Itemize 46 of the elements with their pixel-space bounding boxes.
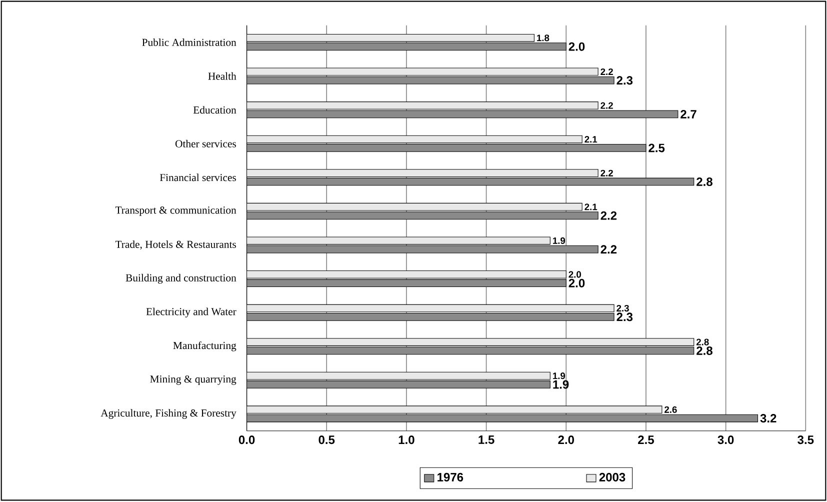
data-label: 2.2: [600, 68, 613, 76]
y-tick-label: Transport & communication: [115, 206, 236, 216]
data-label: 2.3: [616, 312, 633, 322]
data-label: 2.2: [600, 212, 617, 220]
data-label: 2.2: [600, 170, 613, 177]
x-tick-label: 1.0: [398, 436, 414, 444]
y-tick-label: Mining & quarrying: [150, 376, 236, 386]
x-tick-label: 0.0: [238, 436, 255, 444]
data-label: 3.2: [760, 414, 776, 423]
y-tick-label: Health: [208, 72, 236, 80]
x-tick-label: 2.5: [638, 436, 654, 444]
y-tick-label: Other services: [175, 140, 236, 148]
data-label: 2.7: [680, 110, 696, 119]
data-label: 2.8: [696, 338, 709, 346]
data-label: 2.8: [696, 346, 712, 356]
y-tick-label: Education: [193, 106, 236, 114]
data-label: 2.8: [696, 178, 712, 186]
x-tick-label: 3.5: [798, 436, 814, 444]
data-label: 2.5: [648, 144, 665, 152]
data-label: 2.6: [664, 406, 677, 414]
y-tick-label: Financial services: [160, 174, 236, 182]
data-label: 1.9: [553, 238, 566, 244]
data-label: 2.2: [600, 245, 617, 254]
data-label: 2.0: [568, 279, 585, 288]
data-label: 2.3: [616, 76, 633, 85]
data-label: 2.0: [568, 271, 581, 278]
data-label: 2.1: [584, 204, 598, 210]
y-tick-label: Electricity and Water: [146, 308, 236, 318]
data-label: 2.1: [584, 136, 598, 143]
y-tick-label: Building and construction: [126, 274, 236, 284]
data-label: 2.3: [616, 305, 629, 312]
legend-label: 2003: [599, 473, 626, 482]
x-tick-label: 2.0: [558, 436, 574, 444]
data-label: 2.2: [600, 102, 613, 109]
y-tick-label: Trade, Hotels & Restaurants: [115, 240, 236, 250]
x-tick-label: 3.0: [718, 436, 734, 444]
data-label: 2.0: [568, 42, 585, 52]
data-label: 1.9: [553, 372, 566, 380]
data-label: 1.8: [537, 34, 550, 42]
data-label: 1.9: [553, 380, 569, 389]
y-tick-label: Public Administration: [142, 38, 236, 46]
legend-label: 1976: [438, 473, 464, 482]
x-tick-label: 1.5: [478, 436, 494, 444]
y-tick-label: Manufacturing: [173, 342, 236, 352]
x-tick-label: 0.5: [318, 436, 335, 444]
y-tick-label: Agriculture, Fishing & Forestry: [100, 409, 236, 420]
